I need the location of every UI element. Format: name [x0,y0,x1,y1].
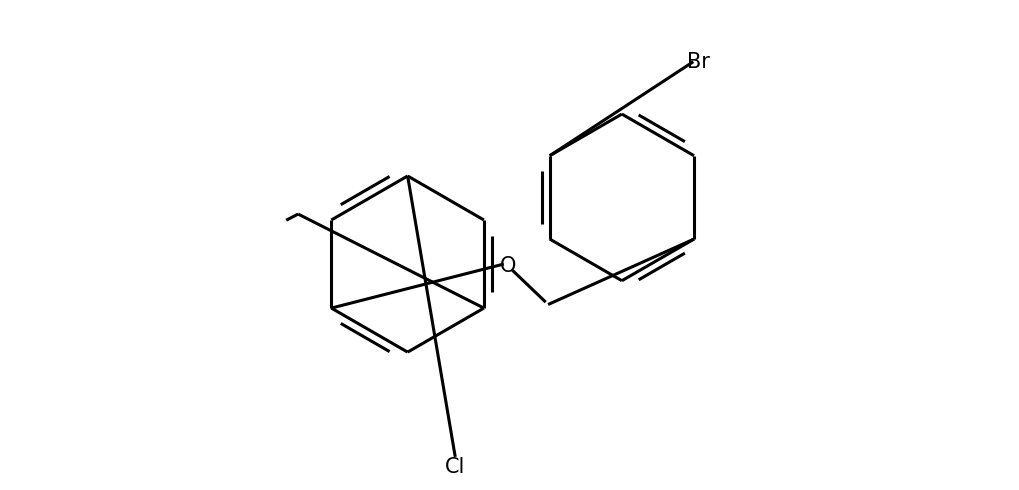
Text: Br: Br [686,52,709,72]
Text: O: O [499,256,516,276]
Text: Cl: Cl [444,457,465,477]
